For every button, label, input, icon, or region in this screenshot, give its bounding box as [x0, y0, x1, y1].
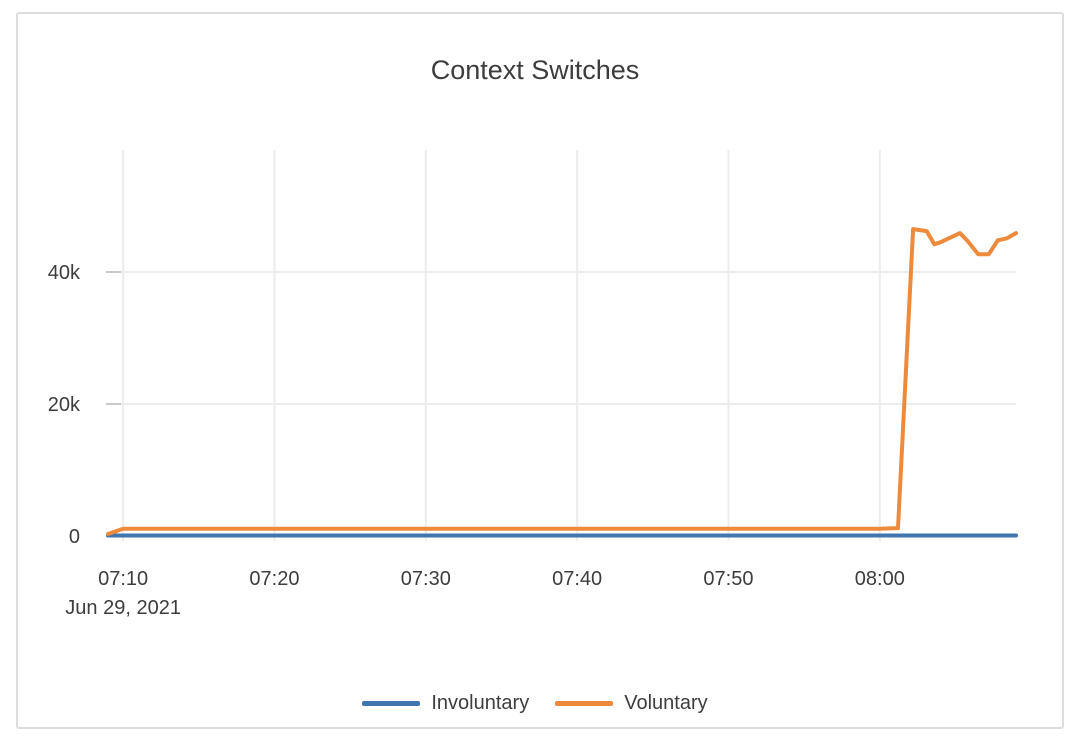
involuntary-line-swatch — [362, 701, 421, 706]
legend-label-involuntary: Involuntary — [431, 692, 530, 714]
x-tick-label: 07:50 — [703, 568, 753, 590]
x-axis-date-label: Jun 29, 2021 — [65, 597, 181, 619]
y-tick-label: 40k — [48, 262, 81, 284]
chart-card — [16, 12, 1064, 729]
y-tick-label: 0 — [69, 526, 80, 548]
chart-title: Context Switches — [430, 55, 640, 85]
legend-item-voluntary[interactable]: Voluntary — [555, 692, 708, 715]
x-tick-label: 07:30 — [401, 568, 451, 590]
x-tick-label: 08:00 — [855, 568, 905, 590]
x-tick-label: 07:40 — [552, 568, 602, 590]
legend-item-involuntary[interactable]: Involuntary — [362, 692, 529, 715]
legend-label-voluntary: Voluntary — [624, 692, 708, 714]
series-line-voluntary — [106, 227, 1018, 536]
x-tick-label: 07:20 — [249, 568, 299, 590]
legend: Involuntary Voluntary — [0, 692, 1070, 715]
voluntary-line-swatch — [555, 701, 614, 706]
x-tick-label: 07:10 — [98, 568, 148, 590]
y-tick-label: 20k — [48, 394, 81, 416]
